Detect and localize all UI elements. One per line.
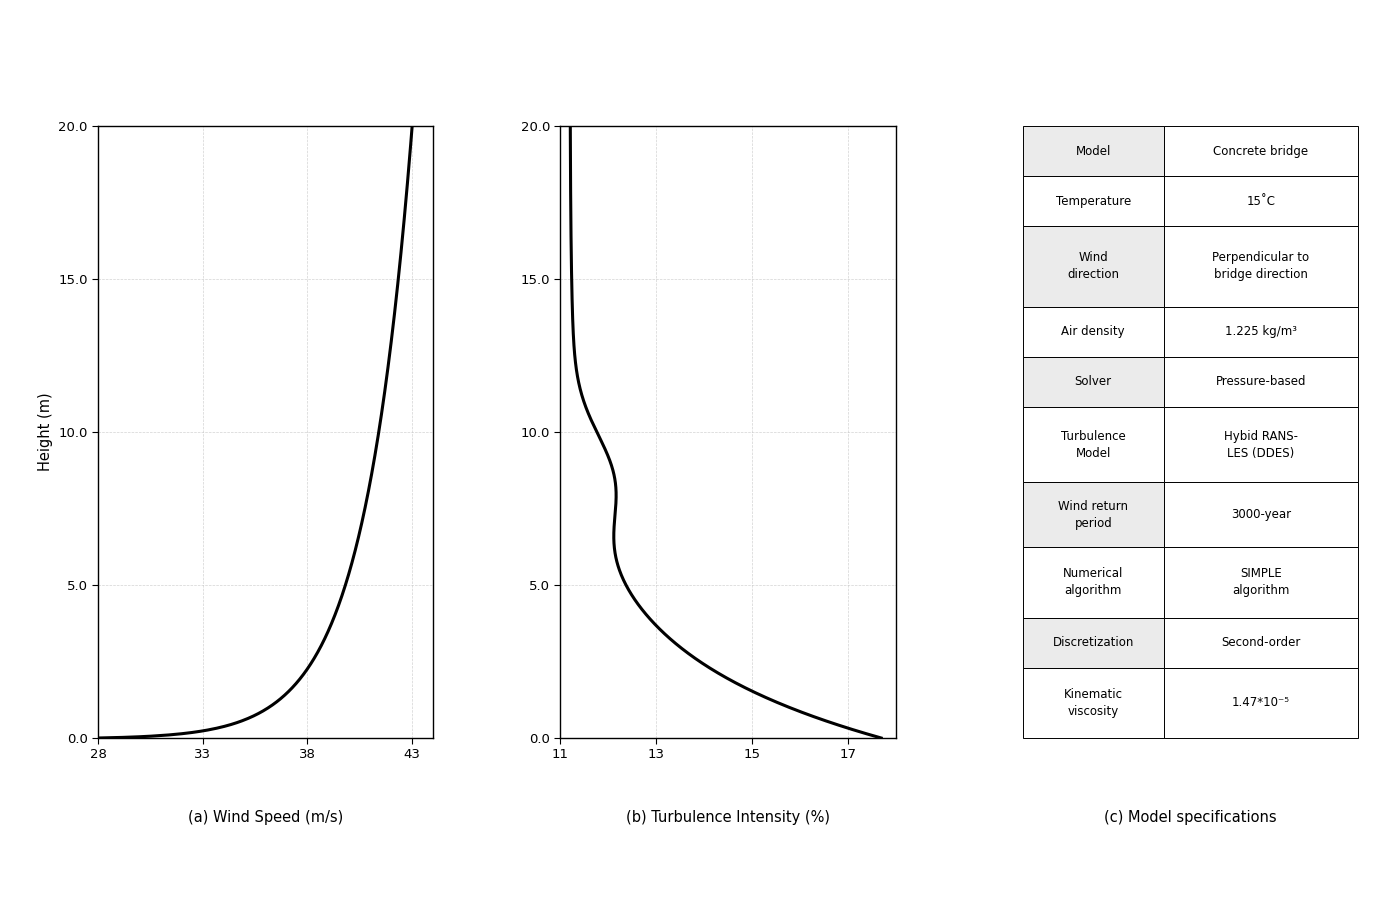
Text: SIMPLE
algorithm: SIMPLE algorithm — [1232, 568, 1289, 598]
Text: Pressure-based: Pressure-based — [1215, 375, 1306, 388]
Text: Concrete bridge: Concrete bridge — [1214, 145, 1309, 158]
Bar — [1163, 482, 1358, 547]
Y-axis label: Height (m): Height (m) — [38, 392, 53, 472]
Bar — [1163, 547, 1358, 617]
Text: 1.47*10⁻⁵: 1.47*10⁻⁵ — [1232, 697, 1289, 709]
Bar — [1023, 407, 1163, 482]
Text: 15˚C: 15˚C — [1246, 194, 1275, 208]
Text: Turbulence
Model: Turbulence Model — [1061, 429, 1126, 460]
Text: 3000-year: 3000-year — [1231, 508, 1291, 521]
Text: Wind return
period: Wind return period — [1058, 500, 1128, 530]
Bar — [1163, 126, 1358, 176]
Text: 1.225 kg/m³: 1.225 kg/m³ — [1225, 325, 1296, 338]
Text: Numerical
algorithm: Numerical algorithm — [1063, 568, 1123, 598]
Bar — [1023, 668, 1163, 738]
Text: Temperature: Temperature — [1056, 194, 1131, 208]
Text: Hybid RANS-
LES (DDES): Hybid RANS- LES (DDES) — [1224, 429, 1298, 460]
Text: Air density: Air density — [1061, 325, 1126, 338]
Text: Kinematic
viscosity: Kinematic viscosity — [1064, 688, 1123, 718]
Text: (b) Turbulence Intensity (%): (b) Turbulence Intensity (%) — [626, 810, 830, 825]
Bar — [1023, 176, 1163, 226]
Bar — [1023, 482, 1163, 547]
Bar — [1163, 176, 1358, 226]
Bar — [1023, 547, 1163, 617]
Text: Discretization: Discretization — [1053, 636, 1134, 649]
Text: Model: Model — [1075, 145, 1112, 158]
Bar — [1163, 407, 1358, 482]
Text: Wind
direction: Wind direction — [1067, 251, 1119, 282]
Bar — [1163, 617, 1358, 668]
Text: Solver: Solver — [1075, 375, 1112, 388]
Text: (c) Model specifications: (c) Model specifications — [1105, 810, 1277, 825]
Bar — [1163, 307, 1358, 356]
Bar — [1163, 226, 1358, 307]
Text: (a) Wind Speed (m/s): (a) Wind Speed (m/s) — [188, 810, 343, 825]
Bar — [1023, 307, 1163, 356]
Bar — [1163, 668, 1358, 738]
Bar — [1163, 356, 1358, 407]
Text: Perpendicular to
bridge direction: Perpendicular to bridge direction — [1212, 251, 1309, 282]
Text: Second-order: Second-order — [1221, 636, 1301, 649]
Bar — [1023, 617, 1163, 668]
Bar — [1023, 126, 1163, 176]
Bar — [1023, 356, 1163, 407]
Bar — [1023, 226, 1163, 307]
